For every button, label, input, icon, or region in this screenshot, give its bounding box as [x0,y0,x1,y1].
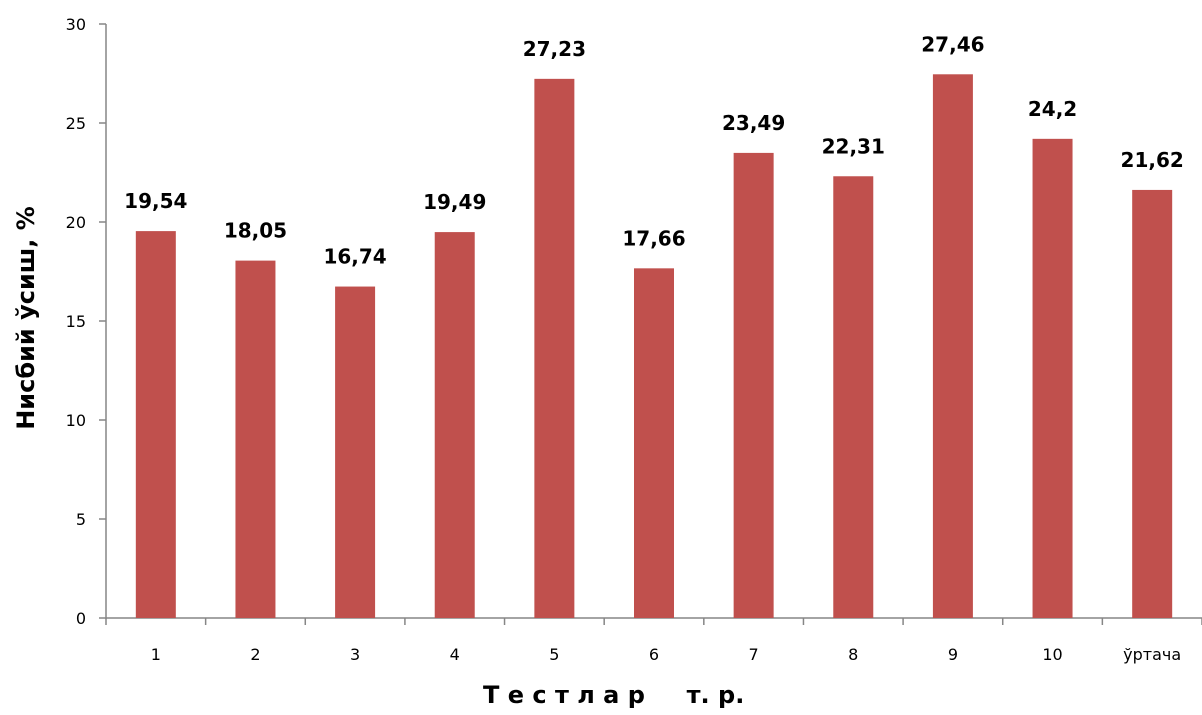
y-tick-label: 25 [66,114,86,133]
data-label: 21,62 [1121,148,1184,172]
y-tick-label: 5 [76,510,86,529]
x-axis: 1 2 3 4 5 6 7 8 9 10 ўртача [105,617,1202,664]
bar [235,260,276,618]
bar [1132,189,1173,618]
bar [434,232,475,618]
bar [733,152,774,618]
data-label: 16,74 [323,245,386,269]
data-labels: 19,54 18,05 16,74 19,49 27,23 17,66 23,49 22,31… [124,32,1184,268]
bar [634,268,674,618]
data-label: 19,49 [423,190,486,214]
bars [135,74,1173,619]
data-label: 19,54 [124,189,187,213]
y-tick-label: 10 [66,411,86,430]
x-tick-label: 2 [250,645,260,664]
bar [534,78,575,618]
x-tick-label: ўртача [1123,645,1181,664]
bar [135,231,176,618]
bar [932,74,973,619]
data-label: 27,23 [523,37,586,61]
y-tick-label: 20 [66,213,86,232]
data-label: 18,05 [224,219,287,243]
y-axis-title: Нисбий ўсиш, % [12,206,40,430]
y-tick-label: 15 [66,312,86,331]
x-tick-label: 10 [1042,645,1062,664]
data-label: 22,31 [822,134,885,158]
y-axis: 0 5 10 15 20 25 30 [66,15,107,628]
x-tick-label: 3 [350,645,360,664]
data-label: 27,46 [921,32,984,56]
x-tick-label: 7 [749,645,759,664]
bar [833,176,874,618]
x-tick-label: 8 [848,645,858,664]
data-label: 24,2 [1028,97,1077,121]
data-label: 17,66 [622,226,685,250]
x-axis-title: Т е с т л а р т. р. [483,681,744,709]
x-tick-label: 1 [151,645,161,664]
data-label: 23,49 [722,111,785,135]
bar [1032,138,1073,618]
x-tick-label: 6 [649,645,659,664]
x-tick-label: 4 [450,645,460,664]
x-tick-label: 9 [948,645,958,664]
x-tick-label: 5 [549,645,559,664]
y-tick-label: 30 [66,15,86,34]
bar [335,286,376,618]
y-tick-label: 0 [76,609,86,628]
